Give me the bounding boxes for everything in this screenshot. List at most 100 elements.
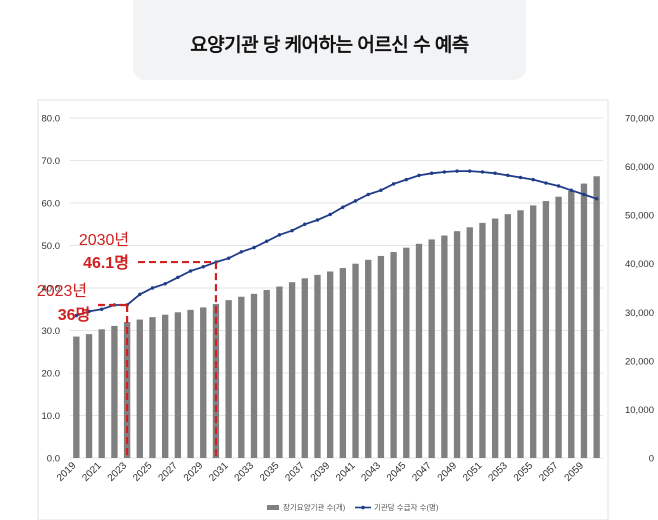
left-tick-label: 20.0	[42, 369, 61, 380]
bar	[504, 214, 511, 458]
x-tick-label: 2057	[537, 460, 561, 484]
x-tick-label: 2027	[156, 460, 180, 484]
line-point	[138, 292, 142, 297]
line-point	[87, 309, 91, 314]
right-tick-label: 50,000	[625, 211, 654, 222]
right-tick-label: 30,000	[625, 308, 654, 319]
bar	[428, 239, 435, 458]
line-point	[391, 182, 396, 186]
bar	[441, 235, 448, 458]
left-tick-label: 80.0	[42, 114, 61, 125]
x-tick-label: 2037	[283, 460, 307, 484]
line-point	[341, 205, 345, 209]
left-tick-label: 10.0	[42, 411, 61, 422]
bar	[542, 201, 550, 459]
bar	[123, 322, 131, 458]
bar	[200, 307, 207, 458]
bar	[339, 268, 347, 458]
bar	[225, 300, 232, 458]
line-point	[201, 265, 205, 269]
bar	[580, 183, 588, 459]
right-tick-label: 60,000	[625, 162, 654, 173]
line-point	[366, 192, 370, 197]
bar	[390, 252, 397, 458]
line-point	[100, 307, 104, 311]
x-tick-label: 2059	[563, 460, 587, 484]
x-tick-label: 2047	[410, 460, 434, 484]
line-point	[594, 197, 599, 201]
x-tick-label: 2021	[80, 460, 104, 484]
x-tick-label: 2051	[461, 460, 485, 484]
line-point	[455, 169, 459, 173]
legend-bar-swatch	[267, 505, 279, 510]
line-point	[531, 177, 535, 182]
x-tick-label: 2053	[486, 460, 510, 484]
line-point	[176, 275, 180, 280]
line-point	[506, 173, 510, 178]
annotation-layer: 2023년 36명 2030년 46.1명	[37, 231, 218, 458]
line-point	[163, 282, 167, 286]
bar	[403, 247, 410, 458]
bar	[98, 329, 105, 458]
right-tick-label: 0	[649, 454, 654, 465]
x-tick-label: 2033	[233, 460, 257, 484]
line-point	[226, 256, 231, 260]
bar	[530, 205, 537, 458]
bar	[187, 309, 194, 458]
x-tick-label: 2035	[258, 460, 282, 484]
bar	[288, 282, 296, 458]
bar	[568, 190, 575, 458]
left-tick-label: 70.0	[42, 156, 61, 167]
x-tick-label: 2045	[385, 460, 409, 484]
right-tick-label: 70,000	[625, 114, 654, 125]
line-point	[239, 250, 244, 254]
right-tick-label: 40,000	[625, 259, 654, 270]
left-tick-label: 0.0	[47, 454, 60, 465]
x-tick-label: 2025	[131, 460, 155, 484]
bar	[85, 334, 93, 458]
line-point	[493, 171, 497, 175]
line-point	[556, 184, 561, 188]
line-point	[429, 171, 434, 175]
bar	[352, 263, 359, 458]
bar	[149, 317, 156, 458]
bar	[453, 231, 461, 458]
x-tick-label: 2043	[360, 460, 384, 484]
line-point	[74, 313, 79, 318]
bar	[212, 304, 220, 458]
line-point	[150, 286, 155, 290]
x-tick-label: 2031	[207, 460, 231, 484]
line-point	[379, 188, 383, 192]
bar	[162, 314, 169, 458]
legend: 장기요양기관 수(개) 기관당 수급자 수(명)	[267, 502, 439, 512]
chart: 2023년 36명 2030년 46.1명 0.0 10.0 20.0 30.0 40.0 50…	[37, 99, 654, 520]
left-tick-label: 50.0	[42, 241, 61, 252]
bar	[250, 293, 258, 458]
bar	[377, 255, 385, 458]
bar	[365, 259, 372, 458]
legend-bar-label: 장기요양기관 수(개)	[283, 502, 346, 512]
line-point	[277, 233, 282, 237]
bar	[555, 196, 562, 458]
bar	[174, 312, 182, 458]
left-tick-label: 30.0	[42, 326, 61, 337]
annotation-2023-value: 36명	[58, 306, 91, 324]
line-series	[76, 170, 597, 317]
bar	[326, 271, 334, 458]
line-point	[188, 269, 193, 273]
line-point	[252, 245, 256, 250]
title-box: 요양기관 당 케어하는 어르신 수 예측	[133, 0, 526, 80]
bar	[263, 289, 270, 458]
bar	[415, 243, 423, 458]
line-point	[353, 199, 358, 203]
line-point	[518, 175, 523, 180]
line-layer	[74, 169, 599, 318]
line-point	[328, 212, 332, 217]
line-point	[544, 181, 548, 185]
bar	[136, 319, 143, 458]
annotation-2030-value: 46.1명	[83, 254, 129, 272]
chart-title: 요양기관 당 케어하는 어르신 수 예측	[190, 35, 469, 56]
line-point	[582, 192, 586, 197]
x-tick-label: 2029	[182, 460, 206, 484]
bar	[111, 325, 118, 458]
